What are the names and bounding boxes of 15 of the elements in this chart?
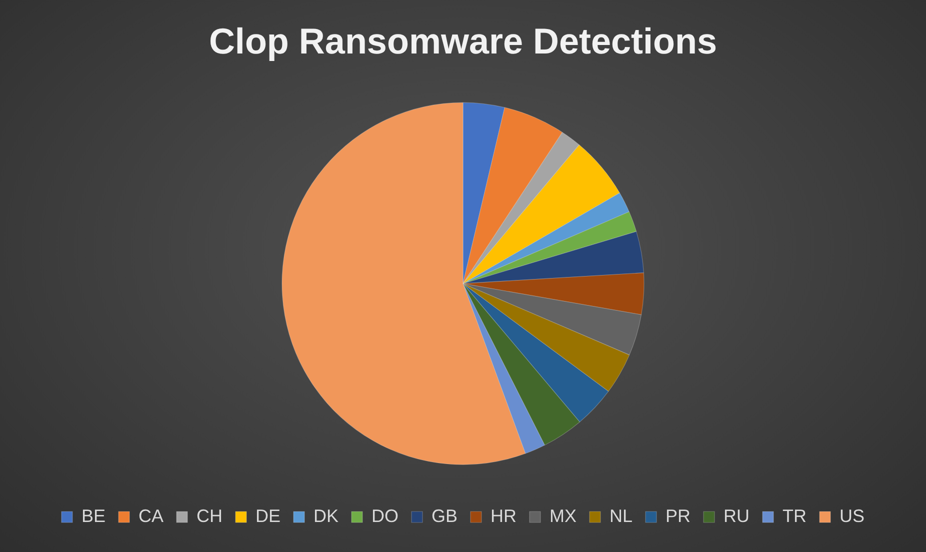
legend-label: HR xyxy=(490,506,517,526)
legend-label: BE xyxy=(81,506,106,526)
legend-label: DK xyxy=(314,506,339,526)
legend-label: CA xyxy=(138,506,164,526)
legend-label: RU xyxy=(724,506,750,526)
legend-label: TR xyxy=(782,506,807,526)
legend-label: PR xyxy=(666,506,691,526)
legend-label: US xyxy=(840,506,865,526)
legend-label: NL xyxy=(610,506,633,526)
legend-label: DO xyxy=(372,506,399,526)
legend-label: DE xyxy=(255,506,281,526)
chart-title: Clop Ransomware Detections xyxy=(208,20,718,62)
legend-label: GB xyxy=(432,506,458,526)
legend-label: CH xyxy=(196,506,222,526)
legend-label: MX xyxy=(550,506,577,526)
